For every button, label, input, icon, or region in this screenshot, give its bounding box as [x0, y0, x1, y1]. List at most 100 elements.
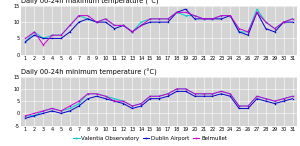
Dublin Airport	[86, 98, 90, 100]
Line: Dublin Airport: Dublin Airport	[25, 91, 293, 119]
Valentia Observatory	[41, 110, 45, 112]
Valentia Observatory	[273, 100, 277, 102]
Dublin Airport	[184, 91, 188, 92]
Belmullet	[95, 93, 98, 95]
Valentia Observatory	[140, 103, 143, 104]
Dublin Airport	[24, 117, 27, 119]
Belmullet	[175, 12, 178, 13]
Valentia Observatory	[68, 108, 72, 109]
Belmullet	[246, 31, 250, 33]
Valentia Observatory	[228, 93, 232, 95]
Belmullet	[166, 93, 170, 95]
Valentia Observatory	[33, 115, 36, 117]
Valentia Observatory	[211, 18, 214, 20]
Belmullet	[237, 28, 241, 29]
Belmullet	[184, 88, 188, 90]
Valentia Observatory	[255, 95, 259, 97]
Belmullet	[211, 93, 214, 95]
Belmullet	[33, 112, 36, 114]
Valentia Observatory	[202, 93, 205, 95]
Valentia Observatory	[122, 100, 125, 102]
Belmullet	[41, 44, 45, 46]
Dublin Airport	[122, 25, 125, 26]
Valentia Observatory	[130, 105, 134, 107]
Dublin Airport	[77, 21, 81, 23]
Belmullet	[175, 88, 178, 90]
Belmullet	[130, 105, 134, 107]
Dublin Airport	[228, 95, 232, 97]
Text: Daily 00-24h maximum temperature (°C): Daily 00-24h maximum temperature (°C)	[21, 0, 159, 5]
Dublin Airport	[291, 98, 294, 100]
Dublin Airport	[211, 95, 214, 97]
Dublin Airport	[246, 34, 250, 36]
Dublin Airport	[77, 105, 81, 107]
Valentia Observatory	[255, 8, 259, 10]
Belmullet	[122, 100, 125, 102]
Valentia Observatory	[237, 105, 241, 107]
Dublin Airport	[273, 103, 277, 104]
Valentia Observatory	[246, 105, 250, 107]
Valentia Observatory	[50, 108, 54, 109]
Line: Valentia Observatory: Valentia Observatory	[25, 88, 293, 117]
Dublin Airport	[175, 91, 178, 92]
Belmullet	[291, 95, 294, 97]
Dublin Airport	[202, 18, 205, 20]
Belmullet	[273, 100, 277, 102]
Valentia Observatory	[122, 25, 125, 26]
Dublin Airport	[264, 28, 268, 29]
Dublin Airport	[148, 98, 152, 100]
Belmullet	[246, 105, 250, 107]
Valentia Observatory	[130, 31, 134, 33]
Dublin Airport	[184, 8, 188, 10]
Belmullet	[24, 38, 27, 39]
Belmullet	[68, 105, 72, 107]
Belmullet	[50, 34, 54, 36]
Dublin Airport	[255, 12, 259, 13]
Valentia Observatory	[24, 41, 27, 42]
Belmullet	[282, 98, 285, 100]
Valentia Observatory	[33, 31, 36, 33]
Belmullet	[282, 21, 285, 23]
Valentia Observatory	[282, 21, 285, 23]
Belmullet	[68, 25, 72, 26]
Belmullet	[59, 34, 63, 36]
Valentia Observatory	[104, 95, 107, 97]
Valentia Observatory	[148, 18, 152, 20]
Belmullet	[104, 18, 107, 20]
Dublin Airport	[33, 34, 36, 36]
Belmullet	[140, 25, 143, 26]
Belmullet	[24, 115, 27, 117]
Dublin Airport	[282, 21, 285, 23]
Belmullet	[86, 93, 90, 95]
Valentia Observatory	[273, 28, 277, 29]
Valentia Observatory	[237, 31, 241, 33]
Dublin Airport	[59, 38, 63, 39]
Dublin Airport	[104, 21, 107, 23]
Valentia Observatory	[193, 93, 196, 95]
Dublin Airport	[113, 100, 116, 102]
Valentia Observatory	[282, 98, 285, 100]
Belmullet	[148, 95, 152, 97]
Belmullet	[50, 108, 54, 109]
Valentia Observatory	[95, 21, 98, 23]
Dublin Airport	[68, 31, 72, 33]
Belmullet	[130, 31, 134, 33]
Valentia Observatory	[86, 18, 90, 20]
Valentia Observatory	[175, 88, 178, 90]
Belmullet	[95, 21, 98, 23]
Belmullet	[122, 25, 125, 26]
Valentia Observatory	[166, 93, 170, 95]
Belmullet	[202, 93, 205, 95]
Belmullet	[59, 110, 63, 112]
Valentia Observatory	[77, 103, 81, 104]
Text: Daily 00-24h minimum temperature (°C): Daily 00-24h minimum temperature (°C)	[21, 69, 157, 76]
Dublin Airport	[175, 12, 178, 13]
Belmullet	[184, 12, 188, 13]
Belmullet	[220, 91, 223, 92]
Dublin Airport	[140, 105, 143, 107]
Valentia Observatory	[220, 91, 223, 92]
Belmullet	[113, 25, 116, 26]
Dublin Airport	[41, 38, 45, 39]
Belmullet	[220, 15, 223, 16]
Valentia Observatory	[175, 12, 178, 13]
